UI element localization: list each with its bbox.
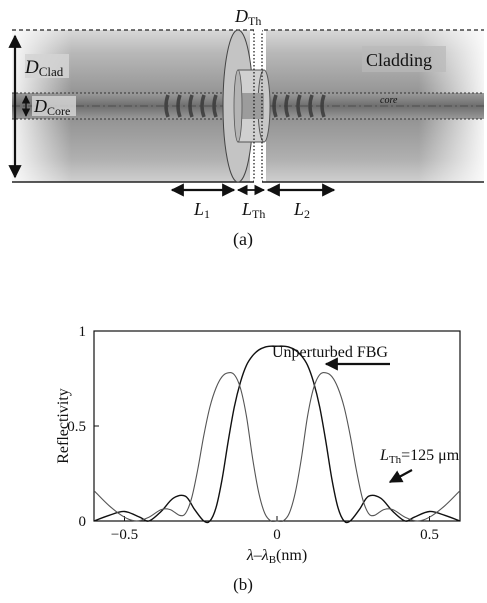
caption-a: (a) xyxy=(233,229,253,250)
bragg-grating xyxy=(164,94,326,118)
core-label: core xyxy=(380,95,398,106)
d-core-label: DCore xyxy=(33,96,70,118)
unperturbed-annotation: Unperturbed FBG xyxy=(272,344,388,361)
series-unperturbed-line xyxy=(93,345,461,524)
cladding-label: Cladding xyxy=(366,50,432,70)
x-axis-label: λ–λB(nm) xyxy=(246,547,307,566)
x-tick-label: −0.5 xyxy=(111,527,138,543)
lth-label: LTh xyxy=(241,199,265,221)
lth-annotation-arrow xyxy=(388,469,413,483)
fiber-diagram: DClad DCore DTh Cladding core L1 LTh L2 … xyxy=(8,6,484,250)
lth-annotation: LTh=125 μm xyxy=(379,447,460,466)
series-lth-125-line xyxy=(93,372,461,523)
caption-b: (b) xyxy=(233,575,253,594)
l2-label: L2 xyxy=(293,199,310,221)
y-axis-label: Reflectivity xyxy=(55,388,72,464)
l1-label: L1 xyxy=(193,199,210,221)
y-tick-label: 1 xyxy=(79,324,87,340)
d-clad-label: DClad xyxy=(24,57,64,79)
y-tick-label: 0.5 xyxy=(67,419,86,435)
d-th-label: DTh xyxy=(234,6,261,28)
y-tick-label: 0 xyxy=(79,514,87,530)
reflectivity-chart: −0.5 0 0.500.51 Reflectivity λ–λB(nm) (b) … xyxy=(55,324,461,594)
x-tick-label: 0 xyxy=(273,527,281,543)
x-tick-label: 0.5 xyxy=(420,527,439,543)
